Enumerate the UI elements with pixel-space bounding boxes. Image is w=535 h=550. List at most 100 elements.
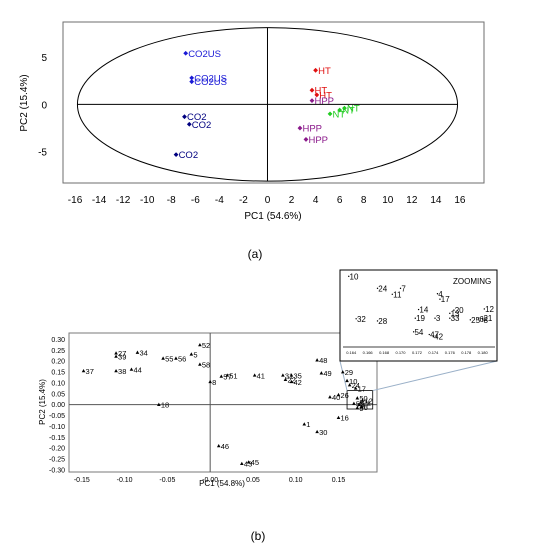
data-point-marker <box>303 137 309 142</box>
y-tick-label: -0.15 <box>49 435 65 442</box>
data-point-marker <box>357 402 361 406</box>
y-tick-label: 0.20 <box>51 359 65 366</box>
y-axis-label-a: PC2 (15.4%) <box>19 74 30 131</box>
data-point-marker <box>289 373 294 377</box>
data-point-label: 1 <box>306 420 310 429</box>
inset-x-tick-label: 0.178 <box>461 350 472 355</box>
data-point-label: CO2 <box>192 120 212 131</box>
inset-data-point-label: 54 <box>414 328 423 337</box>
data-point-label: 49 <box>323 369 331 378</box>
inset-data-point-marker <box>412 331 415 333</box>
inset-data-point-marker <box>355 318 357 320</box>
data-point-label: 5 <box>193 350 197 359</box>
data-point-marker <box>297 125 303 131</box>
data-point-label: 38 <box>118 367 126 376</box>
data-point-marker <box>198 362 202 366</box>
data-point-label: 10 <box>349 377 357 386</box>
data-point-label: 58 <box>202 360 210 369</box>
data-point-marker <box>216 443 221 448</box>
inset-data-point-label: 47 <box>430 331 439 340</box>
inset-x-tick-label: 0.176 <box>445 350 456 355</box>
data-point-label: 16 <box>341 414 349 423</box>
data-point-marker <box>198 342 202 347</box>
inset-data-point-marker <box>376 287 379 290</box>
data-point-label: 8 <box>212 378 216 387</box>
inset-data-point-marker <box>432 336 435 338</box>
zoom-connector-bottom <box>372 360 498 392</box>
pca-scores-plot-a: -16 -14 -12 -10 -8 -6 -4 -2 0 2 4 6 8 10 12 14 16 5 0 -5 C… <box>19 21 485 261</box>
data-point-marker <box>189 79 195 85</box>
data-point-label: 50 <box>359 394 367 403</box>
pca-scores-plot-b: -0.15 -0.10 -0.05 -0.00 0.05 0.10 0.15 0.30 0.2… <box>38 269 498 543</box>
inset-x-tick-label: 0.166 <box>363 350 374 355</box>
data-point-label: 6 <box>364 403 368 412</box>
inset-data-point-label: 19 <box>416 314 425 323</box>
caption-b: (b) <box>251 529 266 543</box>
data-point-marker <box>240 461 244 466</box>
inset-data-point-label: 42 <box>434 333 443 342</box>
x-tick-label: 10 <box>382 195 394 206</box>
x-tick-label: 6 <box>337 195 343 206</box>
y-tick-labels-a: 5 0 -5 <box>38 53 47 159</box>
data-point-label: HPP <box>308 135 328 146</box>
data-point-marker <box>189 75 195 81</box>
inset-data-point-label: 12 <box>485 305 494 314</box>
x-tick-label: -12 <box>116 195 131 206</box>
data-point-label: 37 <box>86 367 94 376</box>
inset-data-point-label: 3 <box>436 314 441 323</box>
data-point-label: CO2US <box>194 77 227 88</box>
inset-data-point-marker <box>469 319 472 321</box>
data-point-marker <box>314 92 320 98</box>
y-tick-label: -0.25 <box>49 456 65 463</box>
x-tick-label: -2 <box>239 195 248 206</box>
inset-x-tick-label: 0.172 <box>412 350 423 355</box>
inset-x-tick-label: 0.168 <box>379 350 390 355</box>
x-tick-label: 0.05 <box>246 477 260 484</box>
data-point-label: 57 <box>223 372 231 381</box>
data-point-marker <box>313 67 318 73</box>
y-tick-label: 0.30 <box>51 337 65 344</box>
data-point-marker <box>114 351 118 355</box>
y-tick-label: 0.05 <box>51 391 65 398</box>
data-point-marker <box>189 352 194 356</box>
data-point-label: 48 <box>319 356 327 365</box>
data-point-label: 47 <box>361 401 369 410</box>
data-point-marker <box>337 107 343 113</box>
data-point-marker <box>186 121 192 127</box>
data-point-marker <box>289 379 294 384</box>
inset-data-point-label: 24 <box>378 284 387 293</box>
data-point-label: NT <box>333 109 346 120</box>
data-point-label: 18 <box>161 401 169 410</box>
x-tick-label: 4 <box>313 195 319 206</box>
data-point-marker <box>315 429 319 434</box>
x-tick-label: 0.15 <box>332 477 346 484</box>
zoom-connector-top <box>339 360 348 391</box>
data-point-marker <box>347 383 352 387</box>
inset-data-point-label: 7 <box>401 284 406 293</box>
inset-data-point-label: 11 <box>393 290 402 299</box>
data-point-marker <box>183 50 189 56</box>
inset-frame <box>339 269 498 362</box>
data-point-label: 54 <box>356 400 364 409</box>
inset-data-point-label: 25 <box>471 316 480 325</box>
data-point-marker <box>157 402 161 406</box>
plot-frame-a <box>62 21 485 184</box>
x-tick-label: -0.10 <box>117 477 133 484</box>
data-point-label: HPP <box>302 124 322 135</box>
data-point-marker <box>336 415 341 420</box>
data-point-marker <box>302 422 307 426</box>
x-tick-label: 2 <box>289 195 295 206</box>
data-point-label: 55 <box>165 354 173 363</box>
inset-data-point-label: 21 <box>483 314 492 323</box>
x-tick-labels-a: -16 -14 -12 -10 -8 -6 -4 -2 0 2 4 6 8 10 12 14 16 <box>68 195 466 206</box>
data-point-marker <box>219 374 224 378</box>
y-tick-label: 0.00 <box>51 402 65 409</box>
x-tick-label: 14 <box>430 195 442 206</box>
inset-data-point-label: 20 <box>455 306 464 315</box>
inset-data-point-label: 28 <box>378 317 387 326</box>
data-point-label: 34 <box>139 349 147 358</box>
data-point-marker <box>252 373 257 377</box>
inset-data-point-label: 13 <box>451 309 460 318</box>
x-tick-label: 8 <box>361 195 367 206</box>
